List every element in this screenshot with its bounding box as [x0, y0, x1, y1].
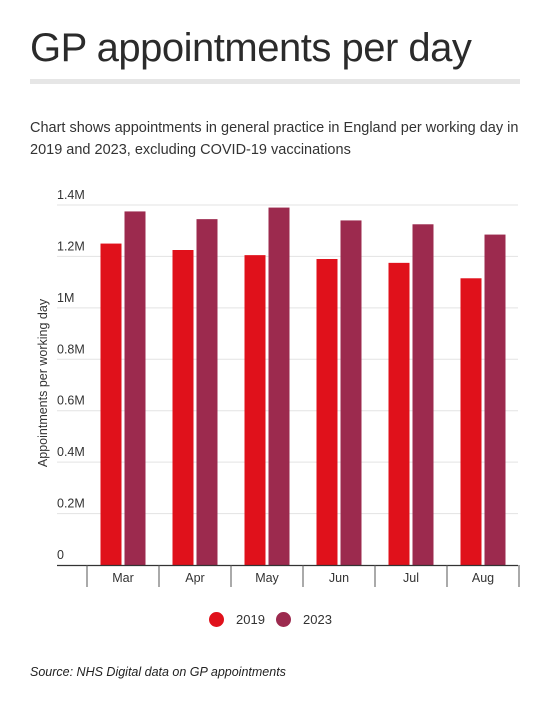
bar-2023-jul: [412, 224, 434, 566]
legend-swatch-2023: [276, 612, 291, 627]
chart-title: GP appointments per day: [30, 26, 472, 70]
y-tick-label: 1.4M: [57, 188, 85, 202]
bar-2019-may: [244, 255, 266, 565]
chart-subtitle: Chart shows appointments in general prac…: [30, 120, 519, 158]
x-tick-label: Apr: [185, 571, 204, 585]
x-tick-labels: Mar Apr May Jun Jul Aug: [112, 571, 494, 585]
y-tick-label: 0.8M: [57, 342, 85, 356]
legend-label-2023: 2023: [303, 612, 332, 627]
x-tick-label: Mar: [112, 571, 134, 585]
x-tick-label: Jun: [329, 571, 349, 585]
x-axis: [57, 564, 520, 587]
y-tick-labels: 0 0.2M 0.4M 0.6M 0.8M 1M 1.2M 1.4M: [57, 188, 85, 562]
y-tick-label: 1M: [57, 291, 74, 305]
source-note: Source: NHS Digital data on GP appointme…: [30, 665, 286, 679]
y-tick-label: 0.6M: [57, 394, 85, 408]
bar-2023-apr: [196, 219, 218, 565]
bar-2019-jun: [316, 259, 338, 565]
bar-2023-jun: [340, 220, 362, 565]
bars: [100, 207, 506, 566]
legend: 2019 2023: [0, 612, 550, 634]
y-tick-label: 1.2M: [57, 239, 85, 253]
bar-2019-jul: [388, 262, 410, 565]
y-tick-label: 0.2M: [57, 497, 85, 511]
bar-2023-mar: [124, 211, 146, 565]
bar-2023-may: [268, 207, 290, 566]
legend-item-2023: 2023: [276, 612, 332, 627]
bar-chart: 0 0.2M 0.4M 0.6M 0.8M 1M 1.2M 1.4M Mar Apr May Jun…: [36, 188, 520, 587]
x-tick-label: May: [255, 571, 279, 585]
y-tick-label: 0: [57, 548, 64, 562]
legend-swatch-2019: [209, 612, 224, 627]
bar-2019-aug: [460, 278, 482, 565]
title-divider: [30, 79, 520, 84]
legend-label-2019: 2019: [236, 612, 265, 627]
bar-2023-aug: [484, 234, 506, 566]
bar-2019-mar: [100, 243, 122, 566]
y-tick-label: 0.4M: [57, 445, 85, 459]
y-axis-label: Appointments per working day: [36, 298, 50, 467]
bar-2019-apr: [172, 250, 194, 565]
x-tick-label: Jul: [403, 571, 419, 585]
x-tick-label: Aug: [472, 571, 494, 585]
legend-item-2019: 2019: [209, 612, 265, 627]
